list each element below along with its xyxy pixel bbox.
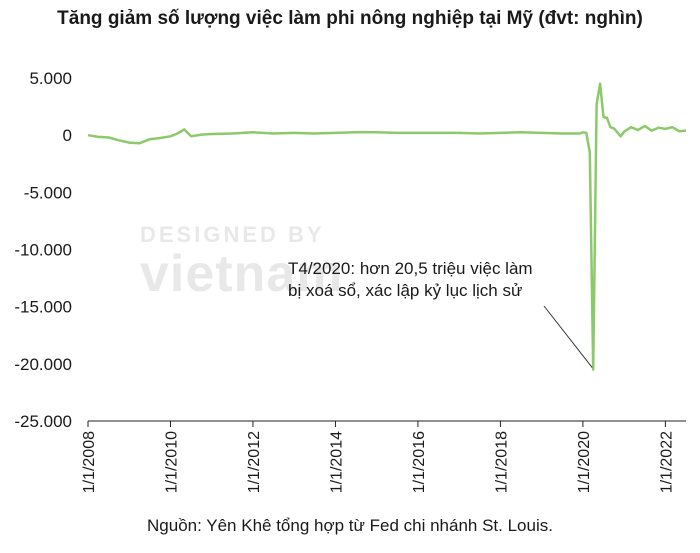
- x-tick-label: 1/1/2010: [163, 431, 180, 493]
- x-tick-label: 1/1/2018: [493, 431, 510, 493]
- chart-title: Tăng giảm số lượng việc làm phi nông ngh…: [57, 8, 643, 29]
- y-tick-label: -10.000: [14, 241, 72, 260]
- y-axis-labels: 5.000 0 -5.000 -10.000 -15.000 -20.000 -25.000: [14, 69, 72, 431]
- x-axis-labels: 1/1/2008 1/1/2010 1/1/2012 1/1/2014 1/1/2016…: [81, 421, 675, 493]
- y-tick-label: -20.000: [14, 355, 72, 374]
- watermark: DESIGNED BY vietnam: [140, 222, 540, 322]
- y-tick-label: 5.000: [29, 69, 72, 88]
- series-line: [87, 82, 687, 371]
- annotation-leader-line: [543, 305, 593, 368]
- watermark-brand: vietnam: [140, 245, 344, 303]
- watermark-designed-by: DESIGNED BY: [140, 222, 325, 247]
- annotation-line-2: bị xoá sổ, xác lập kỷ lục lịch sử: [288, 281, 522, 300]
- y-tick-label: -15.000: [14, 298, 72, 317]
- annotation-line-1: T4/2020: hơn 20,5 triệu việc làm: [288, 259, 533, 278]
- x-tick-label: 1/1/2020: [576, 431, 593, 493]
- x-tick-label: 1/1/2008: [81, 431, 98, 493]
- y-tick-label: -5.000: [24, 183, 72, 202]
- x-tick-label: 1/1/2022: [658, 431, 675, 493]
- x-tick-label: 1/1/2012: [246, 431, 263, 493]
- y-tick-label: 0: [63, 126, 72, 145]
- x-tick-label: 1/1/2016: [411, 431, 428, 493]
- x-tick-label: 1/1/2014: [328, 431, 345, 493]
- y-tick-label: -25.000: [14, 412, 72, 431]
- source-note: Nguồn: Yên Khê tổng hợp từ Fed chi nhánh…: [147, 516, 553, 535]
